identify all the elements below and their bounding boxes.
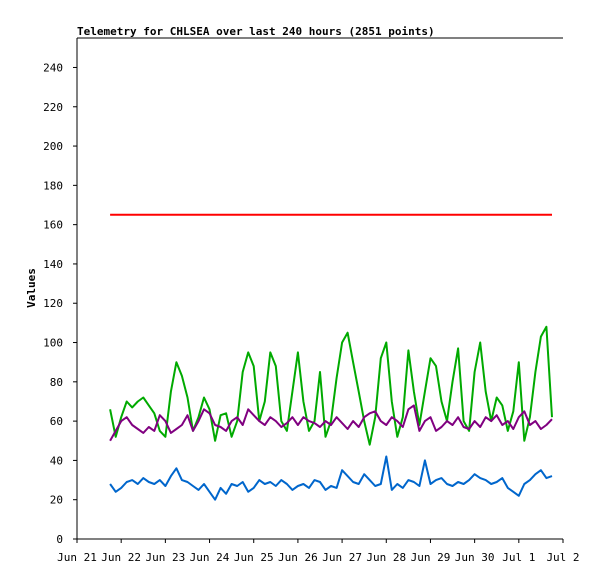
y-axis-label: Values bbox=[25, 268, 38, 308]
x-tick-label: Jun 22 bbox=[101, 551, 141, 564]
x-tick-label: Jul 2 bbox=[546, 551, 579, 564]
y-tick-label: 0 bbox=[56, 533, 63, 546]
series-layer bbox=[109, 213, 553, 501]
x-tick-label: Jun 25 bbox=[234, 551, 274, 564]
x-tick-label: Jun 30 bbox=[455, 551, 495, 564]
y-tick-label: 140 bbox=[43, 258, 63, 271]
x-tick-label: Jun 26 bbox=[278, 551, 318, 564]
series-line-3 bbox=[109, 404, 553, 442]
x-tick-label: Jun 24 bbox=[190, 551, 230, 564]
series-line-4 bbox=[109, 455, 553, 501]
y-tick-label: 200 bbox=[43, 140, 63, 153]
y-tick-label: 160 bbox=[43, 219, 63, 232]
y-tick-label: 60 bbox=[50, 415, 63, 428]
chart-title: Telemetry for CHLSEA over last 240 hours… bbox=[77, 25, 435, 38]
y-tick-label: 240 bbox=[43, 61, 63, 74]
y-tick-label: 20 bbox=[50, 494, 63, 507]
series-line-2 bbox=[109, 325, 553, 446]
x-tick-label: Jun 27 bbox=[322, 551, 362, 564]
y-tick-label: 220 bbox=[43, 101, 63, 114]
y-tick-label: 80 bbox=[50, 376, 63, 389]
x-tick-label: Jun 21 bbox=[57, 551, 97, 564]
x-tick-label: Jun 29 bbox=[411, 551, 451, 564]
y-tick-label: 40 bbox=[50, 454, 63, 467]
y-tick-label: 180 bbox=[43, 179, 63, 192]
x-tick-label: Jul 1 bbox=[502, 551, 535, 564]
axes: 0 20 40 60 80 100 120 140 160 180 200 220 240 Jun 21 J… bbox=[43, 37, 580, 564]
y-tick-label: 100 bbox=[43, 337, 63, 350]
x-tick-label: Jun 23 bbox=[145, 551, 185, 564]
y-tick-label: 120 bbox=[43, 297, 63, 310]
x-tick-label: Jun 28 bbox=[366, 551, 406, 564]
